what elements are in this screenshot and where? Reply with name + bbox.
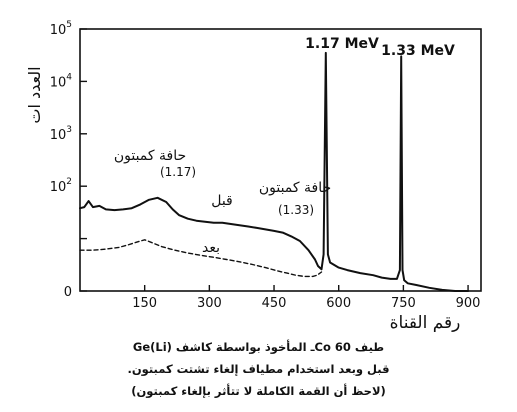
y-tick-exponent: 2 — [66, 177, 72, 187]
y-tick-base: 10 — [50, 75, 67, 90]
y-tick-exponent: 4 — [66, 72, 72, 82]
compton-edge-label-1-17: حافة كمبتون — [114, 148, 186, 164]
caption-line-3: (لاحظ أن القمة الكاملة لا تتأثر بإلغاء ك… — [131, 384, 386, 398]
y-tick-exponent: 5 — [66, 20, 72, 30]
y-tick-base: 10 — [50, 128, 67, 143]
x-tick-label: 900 — [456, 296, 481, 311]
y-tick-exponent: 3 — [66, 125, 72, 135]
y-tick-label: 102 — [50, 177, 72, 195]
caption-line-1: طيف Co 60ـ المأخوذ بواسطة كاشف Ge(Li) — [132, 340, 385, 354]
y-tick-base: 0 — [64, 285, 72, 300]
x-tick-label: 300 — [197, 296, 222, 311]
compton-edge-sub-1-33: (1.33) — [278, 203, 314, 217]
y-tick-base: 10 — [50, 23, 67, 38]
x-axis-ticks: 150 300 450 600 750 900 — [132, 285, 480, 311]
compton-edge-label-1-33: حافة كمبتون — [259, 180, 331, 196]
series-line-0 — [79, 51, 470, 292]
y-tick-label: 104 — [50, 72, 73, 90]
peak-label-1-33: 1.33 MeV — [381, 43, 455, 59]
y-tick-label: 105 — [50, 20, 72, 38]
plot-frame — [79, 28, 482, 292]
peak-label-1-17: 1.17 MeV — [305, 36, 379, 52]
compton-edge-sub-1-17: (1.17) — [160, 165, 196, 179]
caption-line-2: قبل وبعد استخدام مطياف إلغاء تشتت كمبتون… — [127, 362, 390, 376]
before-label: قبل — [211, 193, 233, 209]
y-tick-base: 10 — [50, 180, 67, 195]
series-line-1 — [79, 239, 323, 278]
y-tick-label: 103 — [50, 125, 72, 143]
y-axis-label: العدد ات — [25, 66, 44, 123]
after-label: بعد — [202, 240, 220, 256]
x-tick-label: 450 — [262, 296, 287, 311]
x-tick-label: 600 — [326, 296, 351, 311]
x-tick-label: 150 — [132, 296, 157, 311]
x-tick-label: 750 — [391, 296, 416, 311]
series-layer — [79, 51, 470, 292]
y-tick-label: 0 — [64, 285, 72, 300]
x-axis-label: رقم القناة — [390, 313, 461, 333]
